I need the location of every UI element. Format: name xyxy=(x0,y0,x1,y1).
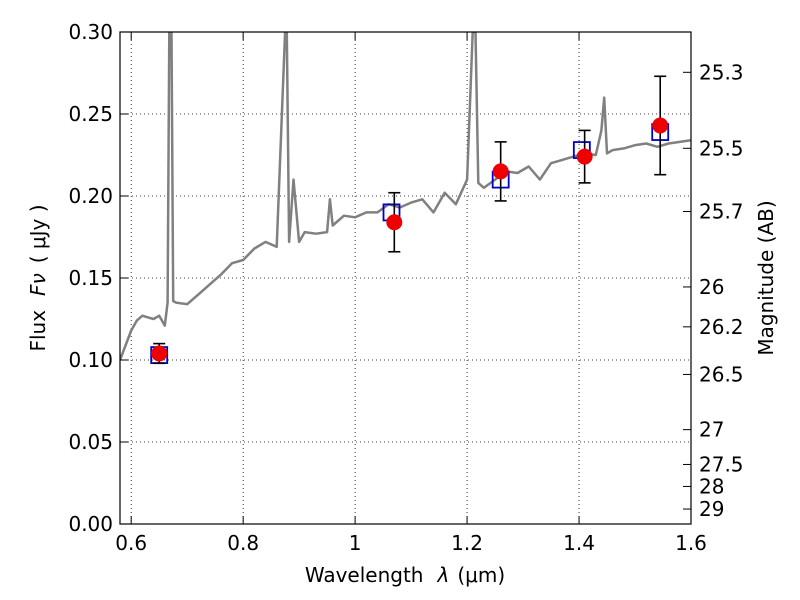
y-tick-label: 0.15 xyxy=(68,266,113,290)
x-axis-title-unit: (μm) xyxy=(457,563,505,587)
observed-flux-point xyxy=(492,163,509,180)
spectrum-line xyxy=(120,32,691,361)
x-tick-label: 1.4 xyxy=(563,531,595,555)
axes: 0.6 0.8 1 1.2 1.4 1.6 0.00 0.05 0.10 0.15 0.20 0.25… xyxy=(68,20,743,555)
y2-tick-label: 27 xyxy=(699,418,724,442)
x-tick-label: 1.6 xyxy=(675,531,707,555)
y-axis-title-symbol: Fν xyxy=(26,273,50,296)
y-tick-label: 0.10 xyxy=(68,348,113,372)
x-tick-label: 1.2 xyxy=(451,531,483,555)
y2-tick-label: 26 xyxy=(699,275,724,299)
y-tick-label: 0.05 xyxy=(68,430,113,454)
observed-flux-point xyxy=(576,148,593,165)
plot-area xyxy=(120,32,691,365)
x-tick-label: 0.6 xyxy=(115,531,147,555)
x-axis-title: Wavelength λ (μm) xyxy=(305,563,505,587)
y-tick-label: 0.20 xyxy=(68,184,113,208)
x-tick-label: 1 xyxy=(349,531,362,555)
y2-tick-label: 26.5 xyxy=(699,362,744,386)
x-tick-label: 0.8 xyxy=(227,531,259,555)
y2-tick-label: 25.5 xyxy=(699,136,744,160)
y-axis-title-text: Flux xyxy=(26,310,50,352)
observed-flux-point xyxy=(652,117,669,134)
y2-axis-title: Magnitude (AB) xyxy=(754,200,778,355)
y2-tick-label: 26.2 xyxy=(699,315,744,339)
observed-flux-point xyxy=(386,214,403,231)
y-tick-label: 0.30 xyxy=(68,20,113,44)
y2-tick-label: 27.5 xyxy=(699,452,744,476)
y2-tick-label: 28 xyxy=(699,474,724,498)
y-axis-title: Flux Fν ( μJy ) xyxy=(26,204,50,351)
y-axis-title-unit: ( μJy ) xyxy=(26,204,50,263)
y-tick-label: 0.00 xyxy=(68,512,113,536)
x-axis-title-text: Wavelength xyxy=(305,563,424,587)
y2-tick-label: 29 xyxy=(699,497,724,521)
observed-flux-point xyxy=(151,345,168,362)
y2-tick-label: 25.3 xyxy=(699,60,744,84)
y2-tick-label: 25.7 xyxy=(699,200,744,224)
y-tick-label: 0.25 xyxy=(68,102,113,126)
x-axis-title-symbol: λ xyxy=(437,563,450,587)
